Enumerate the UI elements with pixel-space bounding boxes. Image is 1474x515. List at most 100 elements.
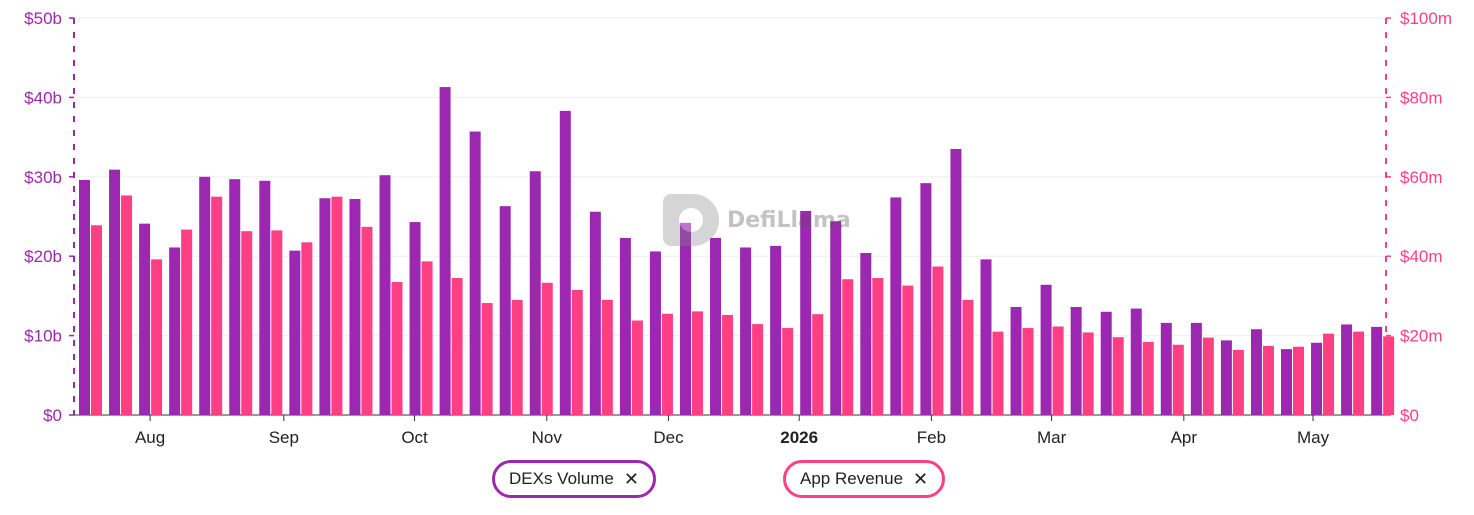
- dex-volume-bar: [499, 206, 511, 415]
- app-revenue-bar: [661, 313, 673, 415]
- app-revenue-bar: [1112, 337, 1124, 415]
- app-revenue-bar: [331, 196, 343, 415]
- app-revenue-bar: [692, 311, 703, 415]
- app-revenue-bar: [962, 299, 974, 415]
- y-left-tick-label: $0: [43, 406, 62, 425]
- dex-volume-bar: [259, 180, 271, 415]
- dex-volume-bar: [79, 179, 90, 415]
- app-revenue-bar: [301, 242, 313, 415]
- app-revenue-bar: [571, 289, 583, 415]
- app-revenue-bar: [1082, 332, 1094, 415]
- app-revenue-bar: [481, 303, 493, 415]
- app-revenue-bar: [1052, 326, 1064, 415]
- legend-dexs-volume-label: DEXs Volume: [509, 469, 614, 488]
- x-tick-label: Aug: [135, 428, 165, 447]
- app-revenue-bar: [181, 229, 193, 415]
- dex-volume-bar: [1010, 307, 1022, 415]
- gridlines: [74, 17, 1386, 337]
- dex-volume-bar: [710, 237, 722, 415]
- y-right-tick-label: $60m: [1400, 168, 1443, 187]
- y-right-tick-label: $20m: [1400, 327, 1443, 346]
- app-revenue-bar: [1232, 349, 1244, 415]
- dex-volume-bar: [860, 253, 872, 415]
- y-left-tick-label: $20b: [24, 247, 62, 266]
- app-revenue-bar: [91, 225, 102, 415]
- app-revenue-bar: [601, 299, 613, 415]
- dex-volume-bar: [1100, 311, 1112, 415]
- dex-volume-bar: [619, 237, 631, 415]
- app-revenue-bar: [812, 314, 824, 415]
- x-tick-label: Sep: [269, 428, 299, 447]
- y-right-tick-label: $40m: [1400, 247, 1443, 266]
- dex-volume-bar: [1160, 322, 1172, 415]
- dex-volume-bar: [1130, 308, 1142, 415]
- dex-volume-bar: [1040, 284, 1052, 415]
- app-revenue-bar: [1202, 337, 1214, 415]
- app-revenue-bar: [902, 285, 914, 415]
- dex-volume-bar: [1220, 340, 1232, 415]
- y-right-tick-label: $80m: [1400, 88, 1443, 107]
- dex-volume-bar: [1190, 322, 1202, 415]
- bars: [79, 87, 1395, 416]
- dex-volume-bar: [830, 221, 842, 415]
- app-revenue-bar: [992, 331, 1004, 415]
- y-left-tick-label: $30b: [24, 168, 62, 187]
- app-revenue-bar: [1172, 344, 1184, 415]
- x-tick-label: Mar: [1037, 428, 1067, 447]
- dex-volume-bar: [950, 149, 962, 415]
- y-left-tick-label: $50b: [24, 9, 62, 28]
- app-revenue-bar: [1022, 328, 1034, 415]
- dex-volume-bar: [139, 223, 151, 415]
- app-revenue-bar: [782, 328, 794, 415]
- app-revenue-bar: [1353, 331, 1365, 415]
- tick-labels: $0 $0 $10b $20m $20b $40m $30b $60m $40b $80m $50b…: [24, 9, 1452, 447]
- app-revenue-bar: [1323, 333, 1335, 415]
- dex-volume-bar: [349, 199, 361, 415]
- close-icon[interactable]: ✕: [913, 469, 929, 489]
- dex-volume-bar: [589, 211, 601, 415]
- dex-volume-bar: [680, 222, 691, 415]
- y-left-tick-label: $10b: [24, 327, 62, 346]
- close-icon[interactable]: ✕: [623, 469, 639, 489]
- dex-volume-bar: [770, 245, 782, 415]
- app-revenue-bar: [722, 314, 734, 415]
- dex-volume-bar: [379, 175, 391, 415]
- x-tick-label: Feb: [917, 428, 946, 447]
- app-revenue-bar: [151, 259, 163, 415]
- app-revenue-bar: [271, 230, 283, 415]
- app-revenue-bar: [361, 226, 373, 415]
- app-revenue-bar: [421, 261, 433, 415]
- defillama-logo-icon: [663, 194, 719, 246]
- legend-app-revenue-button[interactable]: App Revenue ✕: [783, 460, 946, 498]
- legend-app-revenue-label: App Revenue: [800, 469, 904, 488]
- dex-volume-bar: [980, 259, 992, 415]
- app-revenue-bar: [511, 299, 523, 415]
- dex-volume-bar: [469, 131, 481, 416]
- dex-volume-bar: [920, 183, 932, 415]
- dex-volume-bar: [199, 176, 211, 415]
- app-revenue-bar: [451, 278, 463, 415]
- dex-volume-bar: [800, 210, 812, 415]
- watermark-text: DefiLlama: [727, 207, 851, 233]
- dex-volume-bar: [289, 250, 301, 415]
- dex-volume-bar: [109, 169, 121, 415]
- y-right-tick-label: $0: [1400, 406, 1419, 425]
- app-revenue-bar: [541, 282, 553, 415]
- app-revenue-bar: [932, 266, 944, 415]
- app-revenue-bar: [872, 278, 884, 415]
- dex-volume-bar: [740, 247, 752, 415]
- app-revenue-bar: [1262, 345, 1274, 415]
- x-tick-label: Dec: [653, 428, 684, 447]
- app-revenue-bar: [241, 231, 253, 415]
- dex-volume-bar: [319, 198, 331, 415]
- dex-volume-bar: [169, 247, 181, 415]
- dex-volume-bar: [1250, 329, 1262, 415]
- dex-volume-bar: [890, 197, 902, 415]
- dex-volume-bar: [1371, 326, 1383, 415]
- x-tick-label: 2026: [780, 428, 818, 447]
- x-tick-label: Nov: [532, 428, 563, 447]
- app-revenue-bar: [121, 195, 133, 415]
- dex-volume-bar: [529, 171, 541, 415]
- legend-dexs-volume-button[interactable]: DEXs Volume ✕: [492, 460, 656, 498]
- x-tick-label: Apr: [1171, 428, 1198, 447]
